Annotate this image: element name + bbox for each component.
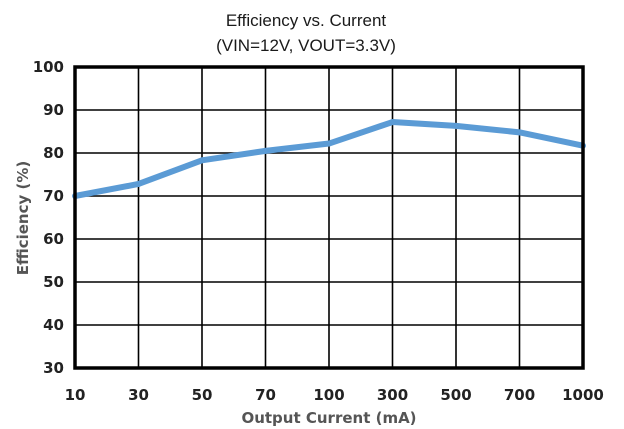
data-point (135, 180, 142, 187)
data-point (262, 147, 269, 154)
y-tick-label: 70 (43, 187, 64, 205)
y-tick-label: 40 (43, 316, 64, 334)
y-tick-label: 80 (43, 144, 64, 162)
x-tick-label: 70 (255, 386, 276, 404)
data-point (516, 129, 523, 136)
data-point (199, 157, 205, 164)
y-tick-label: 90 (43, 101, 64, 119)
plot-frame (73, 65, 585, 370)
y-tick-label: 60 (43, 230, 64, 248)
y-tick-labels: 30 40 50 60 70 80 90 100 (33, 58, 64, 377)
y-tick-label: 100 (33, 58, 64, 76)
x-tick-label: 50 (192, 386, 213, 404)
y-axis-label: Efficiency (%) (14, 161, 32, 276)
x-tick-label: 100 (313, 386, 344, 404)
data-point (389, 119, 396, 126)
chart-title: Efficiency vs. Current (226, 11, 387, 30)
x-tick-label: 1000 (562, 386, 604, 404)
x-tick-label: 500 (440, 386, 471, 404)
x-tick-label: 700 (504, 386, 535, 404)
y-tick-label: 50 (43, 273, 64, 291)
x-axis-label: Output Current (mA) (241, 409, 416, 427)
y-tick-label: 30 (43, 359, 64, 377)
x-tick-labels: 10 30 50 70 100 300 500 700 1000 (65, 386, 604, 404)
x-tick-label: 300 (377, 386, 408, 404)
x-tick-label: 30 (128, 386, 149, 404)
grid (75, 67, 583, 368)
data-point (453, 122, 459, 129)
x-tick-label: 10 (65, 386, 86, 404)
chart-subtitle: (VIN=12V, VOUT=3.3V) (216, 36, 396, 55)
data-point (326, 140, 332, 147)
